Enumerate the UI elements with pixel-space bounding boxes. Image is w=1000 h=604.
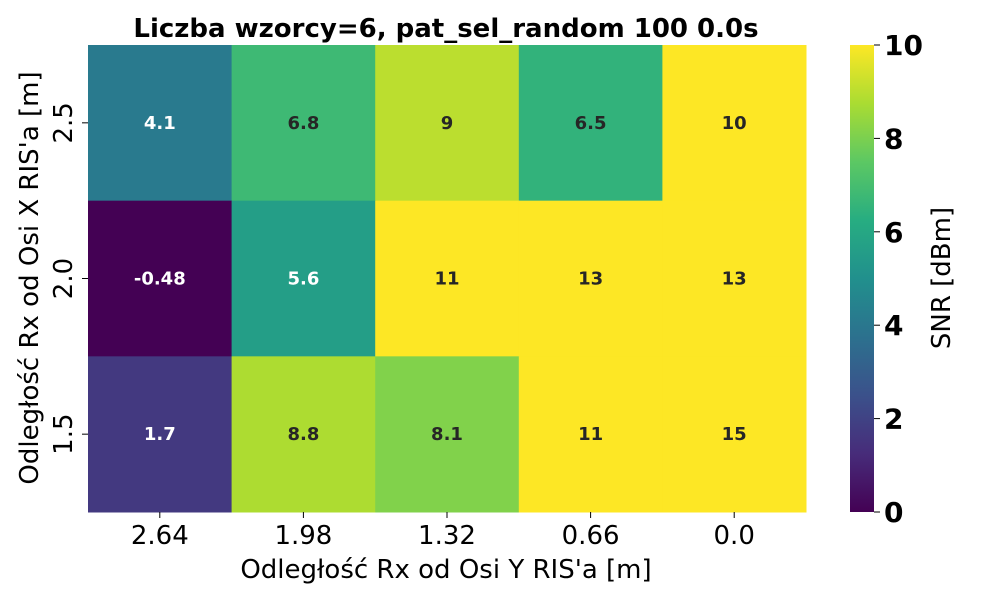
colorbar-tick-label: 0 (884, 496, 903, 529)
cell-value-label: -0.48 (134, 269, 186, 290)
chart-title: Liczba wzorcy=6, pat_sel_random 100 0.0s (133, 14, 758, 44)
heatmap-cell (88, 200, 233, 357)
cell-value-label: 8.8 (287, 424, 319, 445)
y-axis: 2.5 2.0 1.5 (49, 102, 88, 455)
heatmap-cell (375, 200, 520, 357)
heatmap-cell (231, 45, 376, 202)
cell-value-label: 5.6 (287, 269, 319, 290)
x-tick-label: 0.0 (714, 521, 755, 551)
heatmap-cell (662, 45, 807, 202)
cell-value-label: 11 (578, 424, 603, 445)
x-axis-label: Odległość Rx od Osi Y RIS'a [m] (240, 555, 651, 585)
cell-value-label: 9 (441, 113, 454, 134)
x-tick-label: 1.32 (418, 521, 476, 551)
y-tick-label: 1.5 (49, 413, 79, 454)
x-tick-label: 2.64 (131, 521, 189, 551)
colorbar-tick-label: 2 (884, 403, 903, 436)
y-tick-label: 2.0 (49, 258, 79, 299)
colorbar-label: SNR [dBm] (927, 207, 957, 349)
heatmap-cell (518, 200, 663, 357)
heatmap-cell (518, 45, 663, 202)
heatmap-cell (662, 356, 807, 513)
cell-value-label: 13 (722, 269, 747, 290)
heatmap-cells: 4.1 6.8 9 6.5 10 -0.48 5.6 11 13 13 1.7 8.8 8.1 11 15 (88, 45, 807, 513)
colorbar-tick-label: 10 (884, 29, 923, 62)
heatmap-cell (375, 45, 520, 202)
cell-value-label: 15 (722, 424, 747, 445)
x-axis: 2.64 1.98 1.32 0.66 0.0 (131, 512, 755, 551)
heatmap-cell (375, 356, 520, 513)
x-tick-label: 0.66 (562, 521, 620, 551)
cell-value-label: 11 (434, 269, 459, 290)
colorbar-tick-label: 6 (884, 216, 903, 249)
heatmap-cell (662, 200, 807, 357)
colorbar-tick-label: 4 (884, 309, 903, 342)
y-tick-label: 2.5 (49, 102, 79, 143)
heatmap-cell (231, 200, 376, 357)
cell-value-label: 6.5 (575, 113, 607, 134)
colorbar-tick-label: 8 (884, 122, 903, 155)
colorbar (850, 45, 874, 512)
x-tick-label: 1.98 (274, 521, 332, 551)
cell-value-label: 13 (578, 269, 603, 290)
y-axis-label: Odległość Rx od Osi X RIS'a [m] (15, 71, 45, 484)
heatmap-cell (518, 356, 663, 513)
cell-value-label: 4.1 (144, 113, 176, 134)
cell-value-label: 1.7 (144, 424, 176, 445)
cell-value-label: 10 (722, 113, 747, 134)
colorbar-ticks: 0 2 4 6 8 10 (874, 29, 923, 529)
cell-value-label: 8.1 (431, 424, 463, 445)
heatmap-cell (88, 45, 233, 202)
heatmap-cell (231, 356, 376, 513)
heatmap-cell (88, 356, 233, 513)
cell-value-label: 6.8 (287, 113, 319, 134)
